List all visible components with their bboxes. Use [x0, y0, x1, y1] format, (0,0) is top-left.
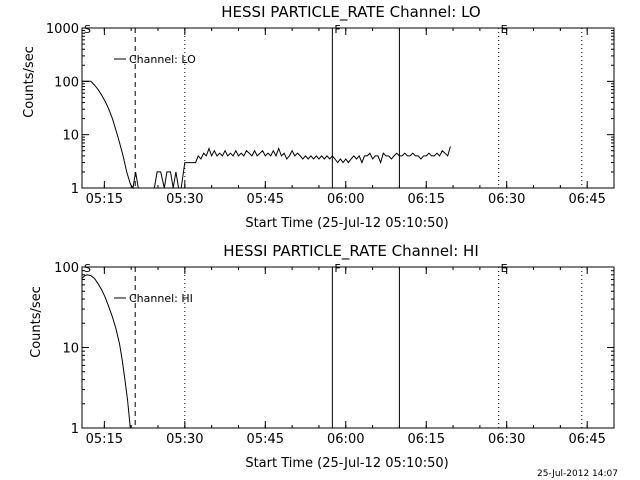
chart-title: HESSI PARTICLE_RATE Channel: HI: [223, 242, 479, 261]
x-tick-label: 05:45: [247, 192, 284, 207]
chart-title: HESSI PARTICLE_RATE Channel: LO: [221, 3, 480, 22]
legend-label: Channel: LO: [129, 53, 196, 66]
y-tick-label: 10: [62, 129, 79, 144]
x-tick-label: 06:45: [568, 192, 605, 207]
x-tick-label: 05:15: [86, 432, 123, 447]
series-line: [81, 274, 131, 429]
y-tick-label: 10: [62, 342, 79, 357]
y-tick-label: 1: [71, 422, 79, 437]
y-axis-label: Counts/sec: [29, 286, 44, 358]
y-tick-label: 100: [54, 75, 79, 90]
event-marker-label: S: [84, 23, 91, 36]
event-marker-label: E: [501, 262, 508, 275]
event-marker-label: F: [334, 23, 340, 36]
chart-panel-lo: HESSI PARTICLE_RATE Channel: LO Counts/s…: [22, 3, 615, 231]
y-tick-label: 1: [71, 182, 79, 197]
footer-timestamp: 25-Jul-2012 14:07: [537, 469, 618, 479]
x-tick-label: 06:00: [327, 432, 364, 447]
x-tick-label: 05:15: [86, 192, 123, 207]
y-axis-label: Counts/sec: [22, 46, 37, 118]
x-tick-label: 06:00: [327, 192, 364, 207]
x-tick-label: 05:30: [166, 192, 203, 207]
x-tick-label: 06:30: [488, 192, 525, 207]
x-tick-label: 06:15: [408, 192, 445, 207]
x-tick-label: 06:15: [408, 432, 445, 447]
x-axis-label: Start Time (25-Jul-12 05:10:50): [245, 216, 448, 231]
series-line: [82, 80, 451, 190]
x-tick-label: 06:30: [488, 432, 525, 447]
x-tick-label: 05:45: [247, 432, 284, 447]
y-tick-label: 1000: [46, 22, 79, 37]
event-marker-label: S: [84, 262, 91, 275]
plot-frame: [81, 27, 615, 189]
event-marker-label: F: [334, 262, 340, 275]
chart-panel-hi: HESSI PARTICLE_RATE Channel: HI Counts/s…: [29, 242, 615, 471]
y-tick-label: 100: [54, 261, 79, 276]
x-tick-label: 05:30: [166, 432, 203, 447]
event-marker-label: E: [501, 23, 508, 36]
x-axis-label: Start Time (25-Jul-12 05:10:50): [245, 456, 448, 471]
legend-label: Channel: HI: [129, 292, 193, 305]
x-tick-label: 06:45: [568, 432, 605, 447]
